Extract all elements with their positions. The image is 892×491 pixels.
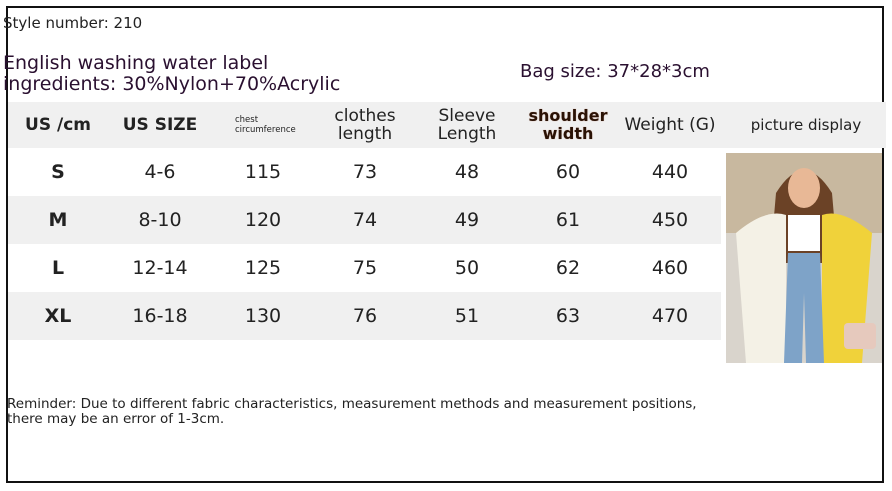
table-cell: 61 (555, 209, 581, 231)
table-cell: 130 (244, 305, 282, 327)
table-cell: 440 (651, 161, 689, 183)
column-header: shoulder width (528, 106, 608, 143)
table-cell: 74 (352, 209, 378, 231)
row-bg (8, 292, 721, 340)
bag (844, 323, 876, 349)
picture (726, 153, 882, 363)
column-header: clothes length (334, 106, 396, 144)
table-cell: 62 (555, 257, 581, 279)
table-cell: 125 (244, 257, 282, 279)
cardigan-left (736, 213, 786, 363)
reminder: Reminder: Due to different fabric charac… (7, 396, 697, 427)
style-number: Style number: 210 (3, 14, 143, 32)
column-header: chest circumference (235, 115, 296, 135)
bag-size: Bag size: 37*28*3cm (520, 61, 710, 82)
column-header: picture display (750, 116, 862, 134)
table-cell: 48 (454, 161, 480, 183)
column-header: US SIZE (122, 115, 198, 135)
table-cell: 63 (555, 305, 581, 327)
face (788, 168, 820, 208)
table-cell: 4-6 (144, 161, 176, 183)
table-cell: 60 (555, 161, 581, 183)
table-cell: 470 (651, 305, 689, 327)
table-cell: 12-14 (132, 257, 188, 279)
header-row-bg (8, 102, 886, 148)
table-cell: 50 (454, 257, 480, 279)
column-header: Weight (G) (624, 115, 716, 135)
top (788, 215, 820, 251)
column-header: Sleeve Length (437, 106, 497, 144)
table-cell: 49 (454, 209, 480, 231)
column-header: US /cm (25, 115, 91, 135)
table-cell: 115 (244, 161, 282, 183)
table-cell: 120 (244, 209, 282, 231)
table-cell: 450 (651, 209, 689, 231)
table-cell: 75 (352, 257, 378, 279)
table-cell: 51 (454, 305, 480, 327)
size-label: S (51, 161, 65, 183)
ingredients: ingredients: 30%Nylon+70%Acrylic (3, 73, 341, 95)
table-cell: 16-18 (132, 305, 188, 327)
table-cell: 76 (352, 305, 378, 327)
label-line: English washing water label (3, 52, 269, 74)
table-cell: 8-10 (138, 209, 182, 231)
row-bg (8, 196, 721, 244)
size-label: M (48, 209, 68, 231)
size-label: XL (44, 305, 72, 327)
size-label: L (51, 257, 65, 279)
table-cell: 73 (352, 161, 378, 183)
jeans (784, 253, 824, 363)
frame (6, 6, 884, 483)
table-cell: 460 (651, 257, 689, 279)
